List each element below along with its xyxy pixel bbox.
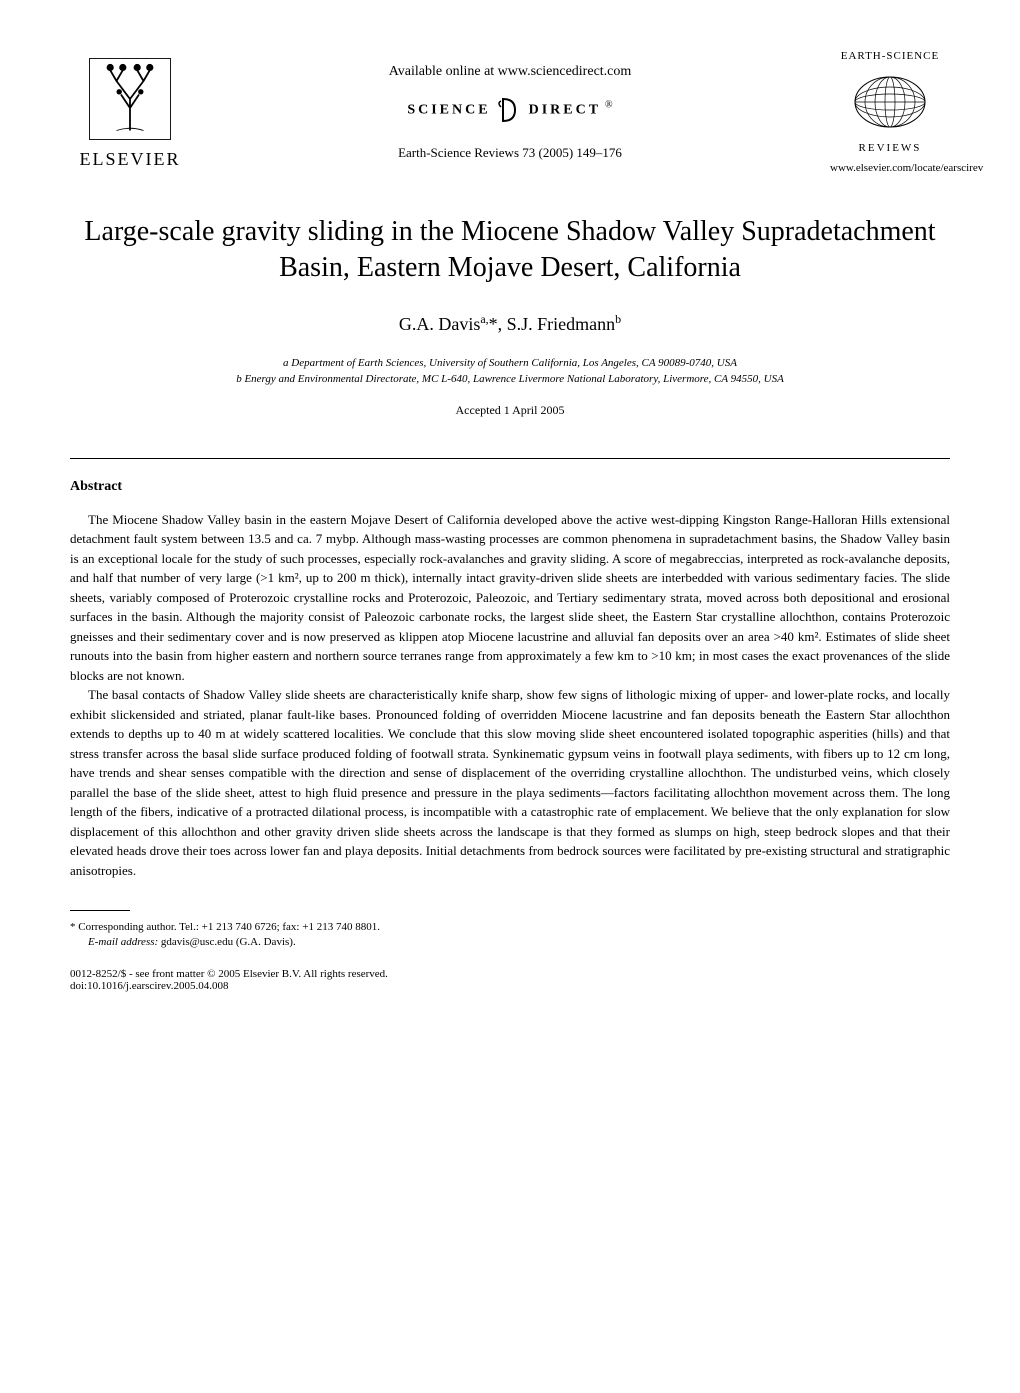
corresponding-author: * Corresponding author. Tel.: +1 213 740… bbox=[70, 921, 950, 933]
email-address: gdavis@usc.edu (G.A. Davis). bbox=[161, 936, 296, 948]
author-2: , S.J. Friedmann bbox=[498, 314, 616, 334]
email-label: E-mail address: bbox=[88, 936, 158, 948]
globe-icon bbox=[850, 72, 930, 132]
elsevier-tree-icon bbox=[85, 54, 175, 144]
article-title: Large-scale gravity sliding in the Mioce… bbox=[70, 214, 950, 287]
section-divider bbox=[70, 458, 950, 459]
accepted-date: Accepted 1 April 2005 bbox=[70, 403, 950, 418]
publisher-name: ELSEVIER bbox=[80, 149, 181, 170]
abstract-body: The Miocene Shadow Valley basin in the e… bbox=[70, 510, 950, 881]
corresponding-star: * bbox=[489, 314, 498, 334]
center-header: Available online at www.sciencedirect.co… bbox=[190, 64, 830, 161]
authors-line: G.A. Davisa,*, S.J. Friedmannb bbox=[70, 312, 950, 335]
abstract-heading: Abstract bbox=[70, 479, 950, 495]
affiliation-b: b Energy and Environmental Directorate, … bbox=[70, 371, 950, 388]
direct-label: DIRECT bbox=[529, 102, 601, 117]
science-label: SCIENCE bbox=[407, 102, 490, 117]
publisher-logo-block: ELSEVIER bbox=[70, 54, 190, 170]
journal-title-small: EARTH-SCIENCE bbox=[830, 50, 950, 62]
reviews-label: REVIEWS bbox=[830, 142, 950, 154]
copyright-line: 0012-8252/$ - see front matter © 2005 El… bbox=[70, 968, 950, 980]
journal-citation: Earth-Science Reviews 73 (2005) 149–176 bbox=[190, 145, 830, 161]
email-line: E-mail address: gdavis@usc.edu (G.A. Dav… bbox=[70, 936, 950, 948]
affiliations: a Department of Earth Sciences, Universi… bbox=[70, 355, 950, 388]
available-online-text: Available online at www.sciencedirect.co… bbox=[190, 64, 830, 80]
footer-divider bbox=[70, 910, 130, 911]
sciencedirect-d-icon bbox=[495, 95, 525, 125]
author-1: G.A. Davis bbox=[399, 314, 481, 334]
journal-logo-box: EARTH-SCIENCE REVIEWS www.elsevier.com/l… bbox=[830, 50, 950, 174]
affiliation-a: a Department of Earth Sciences, Universi… bbox=[70, 355, 950, 372]
doi-line: doi:10.1016/j.earscirev.2005.04.008 bbox=[70, 980, 950, 992]
abstract-para-1: The Miocene Shadow Valley basin in the e… bbox=[70, 510, 950, 686]
science-direct-logo: SCIENCE DIRECT ® bbox=[190, 95, 830, 125]
journal-url: www.elsevier.com/locate/earscirev bbox=[830, 162, 950, 174]
header-row: ELSEVIER Available online at www.science… bbox=[70, 50, 950, 174]
author-2-sup: b bbox=[615, 312, 621, 326]
abstract-para-2: The basal contacts of Shadow Valley slid… bbox=[70, 685, 950, 880]
author-1-sup: a, bbox=[480, 312, 488, 326]
